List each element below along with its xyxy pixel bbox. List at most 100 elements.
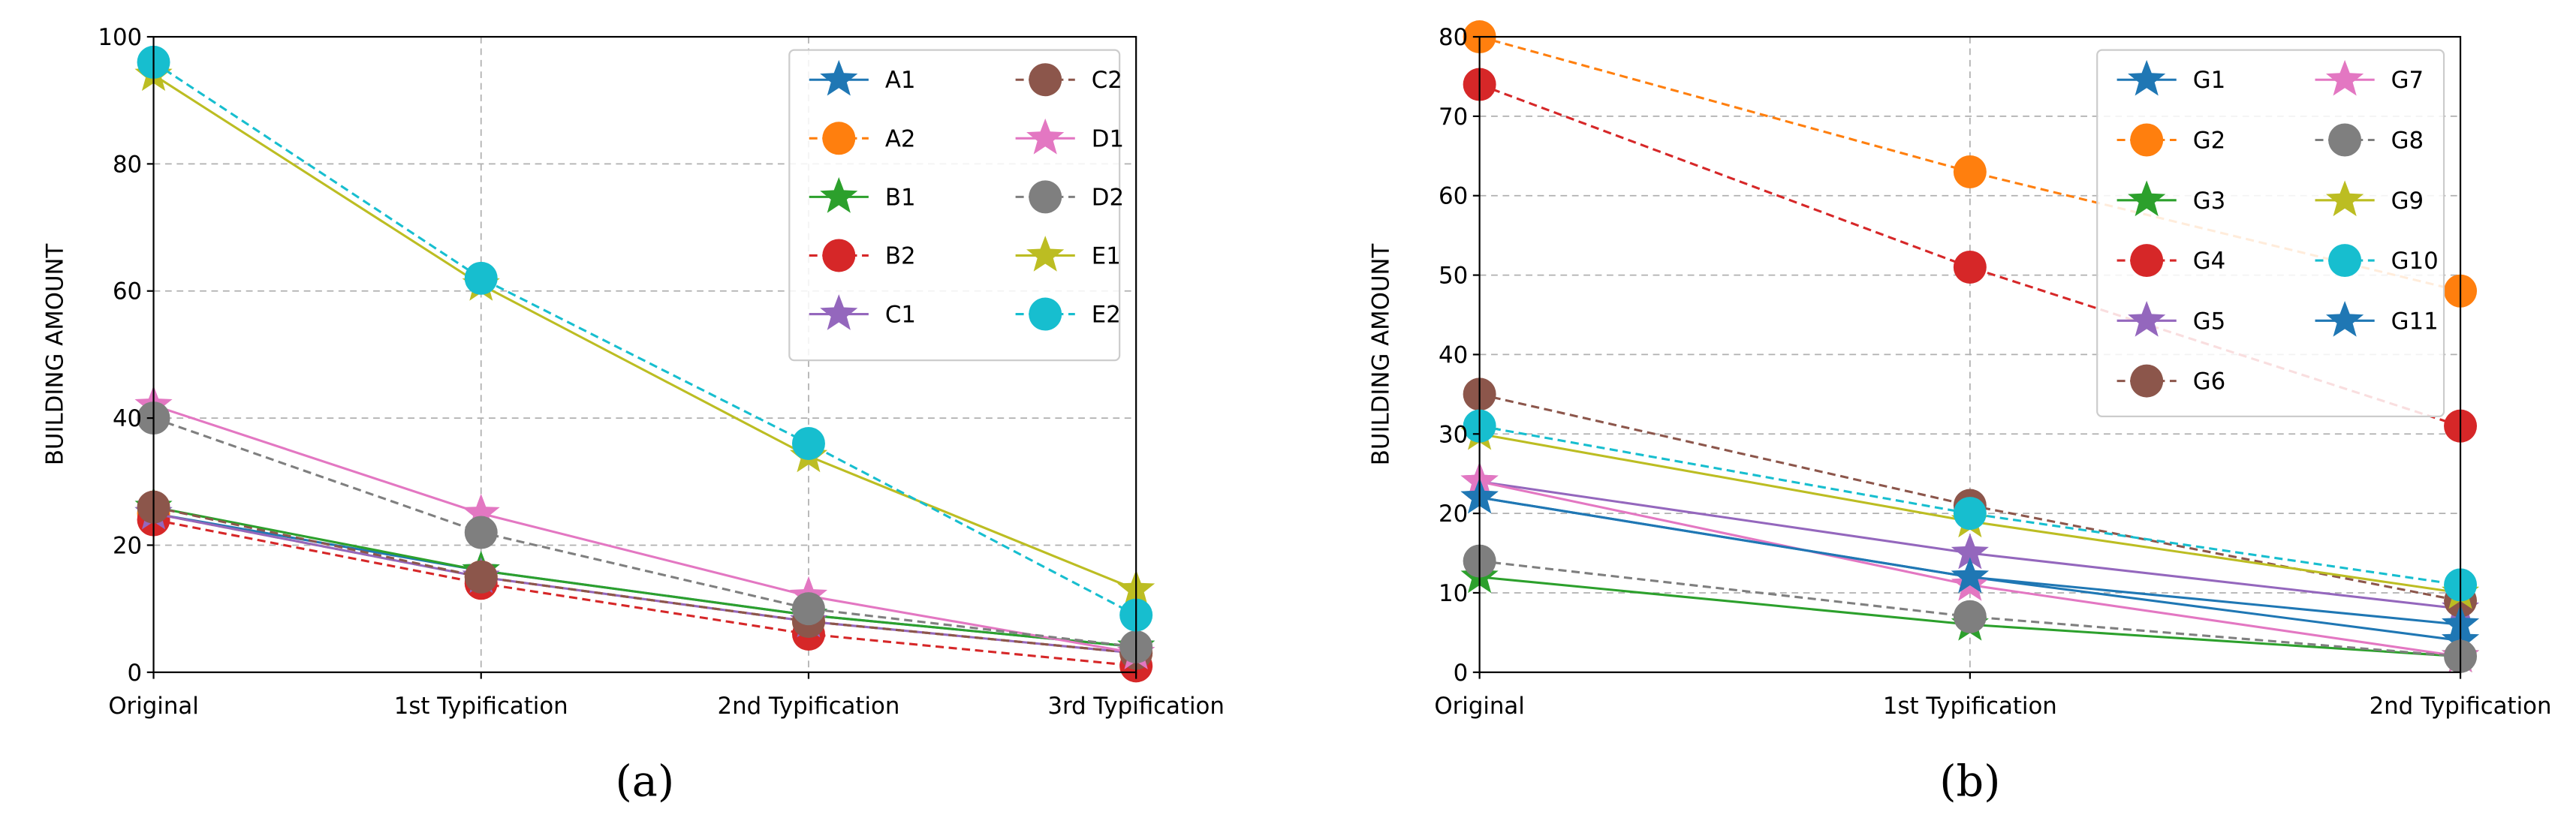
y-tick-label: 80 (113, 151, 142, 178)
x-tick-label: Original (1434, 693, 1524, 720)
legend-item-g11: G11 (2315, 300, 2439, 337)
legend-item-g10: G10 (2315, 244, 2439, 278)
legend-swatch-marker (1029, 297, 1062, 331)
legend-label: G10 (2391, 248, 2439, 275)
legend-label: E2 (1092, 302, 1121, 329)
legend-item-g2: G2 (2117, 123, 2225, 157)
series-c1 (134, 493, 1155, 669)
legend-item-g6: G6 (2117, 364, 2225, 398)
legend-swatch-marker (1029, 180, 1062, 214)
figure-caption: (b) (1939, 757, 2000, 807)
y-axis-label: BUILDING AMOUNT (1368, 243, 1395, 465)
legend-swatch-marker (820, 59, 858, 96)
data-point-g11-1 (1951, 557, 1989, 594)
legend-label: G8 (2391, 128, 2424, 155)
figure-caption: (a) (615, 757, 674, 807)
legend-swatch-marker (2328, 123, 2362, 157)
legend-swatch-marker (1026, 118, 1065, 155)
legend-label: C1 (885, 302, 916, 329)
legend-label: G5 (2193, 308, 2225, 335)
legend-label: E1 (1092, 242, 1121, 269)
legend-item-g5: G5 (2117, 300, 2225, 337)
legend-item-d2: D2 (1015, 180, 1124, 214)
data-point-g10-1 (1953, 497, 1987, 531)
legend-label: G4 (2193, 248, 2225, 275)
series-b1 (134, 487, 1155, 663)
y-tick-label: 60 (113, 278, 142, 305)
legend-swatch-marker (2328, 244, 2362, 278)
series-line-e2 (152, 61, 1137, 617)
legend-box (788, 49, 1121, 362)
legend-item-g8: G8 (2315, 123, 2424, 157)
legend-label: G7 (2391, 67, 2424, 94)
chart-a: 0 20 40 60 80 100 Original 1st Typification 2nd … (42, 24, 1225, 807)
x-tick-label: Original (108, 693, 198, 720)
series-line-c1 (153, 512, 1137, 654)
legend-label: G2 (2193, 128, 2225, 155)
legend-swatch-marker (2326, 180, 2364, 217)
y-tick-label: 40 (113, 405, 142, 432)
y-tick-label: 80 (1439, 24, 1468, 51)
legend-label: B2 (885, 242, 916, 269)
legend-item-g9: G9 (2315, 180, 2424, 217)
legend-item-a2: A2 (809, 122, 916, 155)
x-tick-label: 3rd Typification (1047, 693, 1224, 720)
legend-swatch-marker (2326, 300, 2364, 337)
y-tick-label: 20 (113, 532, 142, 559)
data-point-e2-1 (464, 261, 498, 295)
y-tick-label: 60 (1439, 183, 1468, 210)
legend: A1 A2 B1 B2 C1 C2 D1 D2 E1 E2 (788, 49, 1124, 362)
legend-swatch-marker (2130, 123, 2164, 157)
y-tick-label: 0 (128, 660, 143, 687)
legend-item-g3: G3 (2117, 180, 2225, 217)
legend-item-d1: D1 (1015, 118, 1124, 155)
legend-label: D1 (1092, 125, 1124, 152)
y-tick-label: 100 (98, 24, 142, 51)
series-line-d2 (153, 417, 1137, 648)
y-axis-label: BUILDING AMOUNT (42, 243, 69, 465)
legend-swatch-marker (2130, 244, 2164, 278)
x-tick-label: 2nd Typification (718, 693, 900, 720)
legend-label: B1 (885, 184, 916, 211)
legend-item-e2: E2 (1015, 297, 1121, 331)
data-point-g4-1 (1953, 250, 1987, 284)
series-a1 (134, 493, 1155, 663)
legend-label: G11 (2391, 308, 2439, 335)
data-point-d2-1 (464, 516, 498, 549)
y-tick-label: 40 (1439, 341, 1468, 368)
series-a2 (137, 497, 1153, 670)
legend-label: G6 (2193, 368, 2225, 395)
data-point-d2-2 (791, 592, 825, 626)
legend-item-g1: G1 (2117, 59, 2225, 96)
legend-label: C2 (1092, 67, 1122, 94)
series-line-d1 (153, 404, 1137, 654)
x-tick-label: 1st Typification (1883, 693, 2057, 720)
data-point-g2-1 (1953, 155, 1987, 188)
legend-swatch-marker (2128, 59, 2166, 96)
legend-item-e1: E1 (1015, 236, 1121, 272)
y-tick-label: 30 (1439, 421, 1468, 448)
y-tick-label: 70 (1439, 104, 1468, 131)
legend: G1 G2 G3 G4 G5 G6 G7 G8 G9 G10 G11 (2096, 49, 2445, 417)
legend-swatch-marker (2128, 180, 2166, 217)
series-line-b1 (153, 506, 1137, 648)
series-g4 (1463, 68, 2478, 443)
series-line-g10 (1479, 425, 2461, 586)
data-point-g5-1 (1951, 533, 1989, 570)
chart-b: 0 10 20 30 40 50 60 70 80 Original 1st Typificatio… (1368, 20, 2551, 807)
series-line-e1 (152, 74, 1137, 591)
legend-swatch-marker (1026, 236, 1065, 272)
legend-item-a1: A1 (809, 59, 916, 96)
data-point-e2-2 (791, 426, 825, 460)
legend-swatch-marker (820, 294, 858, 330)
legend-swatch-marker (2326, 59, 2364, 96)
data-point-c2-1 (464, 560, 498, 594)
legend-item-g7: G7 (2315, 59, 2424, 96)
legend-item-b1: B1 (809, 176, 916, 213)
y-tick-label: 10 (1439, 580, 1468, 607)
legend-box (2096, 49, 2445, 417)
legend-label: G1 (2193, 67, 2225, 94)
x-tick-label: 1st Typification (394, 693, 568, 720)
legend-label: A2 (885, 125, 916, 152)
